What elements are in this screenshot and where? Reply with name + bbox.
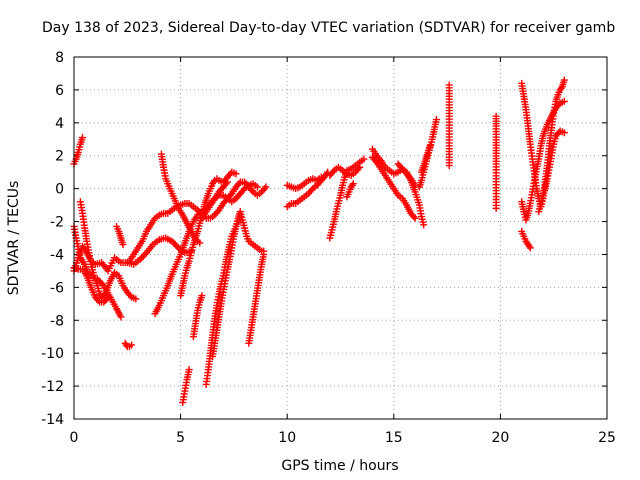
- data-point-plus-marker: [79, 134, 87, 142]
- data-point-plus-marker: [492, 204, 500, 212]
- data-point-plus-marker: [97, 278, 105, 286]
- y-axis-label: SDTVAR / TECUs: [6, 181, 22, 296]
- series-track-34: [518, 227, 534, 252]
- series-track-27: [394, 160, 419, 189]
- series-track-33: [518, 97, 568, 224]
- series-track-35: [535, 127, 568, 216]
- series-track-23: [326, 163, 364, 179]
- series-track-08: [121, 339, 136, 351]
- y-tick-label: 6: [55, 83, 64, 99]
- data-point-plus-marker: [420, 221, 428, 229]
- series-track-02: [70, 134, 87, 168]
- x-tick-label: 10: [278, 430, 296, 446]
- data-point-plus-marker: [104, 293, 112, 301]
- data-point-plus-marker: [128, 341, 136, 349]
- y-tick-label: 2: [55, 149, 64, 165]
- series-track-29: [418, 142, 434, 176]
- series-track-20: [283, 168, 332, 211]
- data-point-plus-marker: [198, 292, 206, 300]
- data-point-plus-marker: [117, 313, 125, 321]
- data-point-plus-marker: [560, 129, 568, 137]
- data-point-plus-marker: [138, 254, 146, 262]
- series-track-26: [368, 153, 419, 222]
- data-markers: [70, 76, 568, 407]
- series-track-30: [445, 81, 453, 170]
- series-track-32: [518, 76, 568, 211]
- x-tick-label: 20: [491, 430, 509, 446]
- data-point-plus-marker: [560, 97, 568, 105]
- data-point-plus-marker: [360, 155, 368, 163]
- data-point-plus-marker: [426, 142, 434, 150]
- series-track-05: [98, 269, 140, 303]
- series-track-24: [343, 180, 357, 201]
- axis-ticks: 0 5 10 15 20 25 -14 -12 -10 -8 -6 -4 -2 0 2 4 6 8: [41, 50, 616, 446]
- data-point-plus-marker: [132, 295, 140, 303]
- y-tick-label: -6: [50, 280, 64, 296]
- series-track-10: [157, 150, 204, 247]
- data-point-plus-marker: [173, 242, 181, 250]
- chart-title: Day 138 of 2023, Sidereal Day-to-day VTE…: [42, 20, 615, 36]
- series-track-07: [113, 222, 127, 249]
- data-point-plus-marker: [262, 183, 270, 191]
- data-point-plus-marker: [185, 366, 193, 374]
- series-track-14: [179, 366, 193, 407]
- x-axis-label: GPS time / hours: [281, 458, 398, 474]
- data-point-plus-marker: [349, 180, 357, 188]
- data-point-plus-marker: [560, 76, 568, 84]
- y-tick-label: -8: [50, 313, 64, 329]
- data-point-plus-marker: [526, 244, 534, 252]
- x-tick-label: 0: [70, 430, 79, 446]
- series-track-19: [198, 178, 232, 222]
- data-point-plus-marker: [445, 162, 453, 170]
- series-track-18: [245, 250, 268, 347]
- series-track-17: [236, 208, 268, 255]
- data-point-plus-marker: [232, 170, 240, 178]
- y-tick-label: -14: [41, 412, 64, 428]
- data-point-plus-marker: [171, 241, 179, 249]
- data-point-plus-marker: [119, 241, 127, 249]
- data-point-plus-marker: [224, 178, 232, 186]
- y-tick-label: -12: [41, 379, 64, 395]
- data-point-plus-marker: [317, 173, 325, 181]
- y-tick-label: 8: [55, 50, 64, 66]
- data-point-plus-marker: [411, 214, 419, 222]
- data-point-plus-marker: [141, 250, 149, 258]
- grid: [74, 57, 607, 419]
- series-track-06: [70, 264, 112, 306]
- series-track-16: [209, 208, 244, 360]
- plot-frame: [73, 56, 608, 420]
- data-point-plus-marker: [356, 163, 364, 171]
- y-tick-label: -10: [41, 346, 64, 362]
- data-point-plus-marker: [139, 252, 147, 260]
- series-track-13: [189, 292, 206, 341]
- data-point-plus-marker: [432, 116, 440, 124]
- x-tick-label: 15: [385, 430, 403, 446]
- x-tick-label: 25: [598, 430, 616, 446]
- x-tick-label: 5: [176, 430, 185, 446]
- series-track-31: [492, 112, 500, 212]
- y-tick-label: 0: [55, 182, 64, 198]
- data-point-plus-marker: [253, 183, 261, 191]
- y-tick-label: -4: [50, 247, 64, 263]
- data-point-plus-marker: [260, 250, 268, 258]
- y-tick-label: 4: [55, 116, 64, 132]
- y-tick-label: -2: [50, 215, 64, 231]
- series-track-21: [283, 173, 325, 193]
